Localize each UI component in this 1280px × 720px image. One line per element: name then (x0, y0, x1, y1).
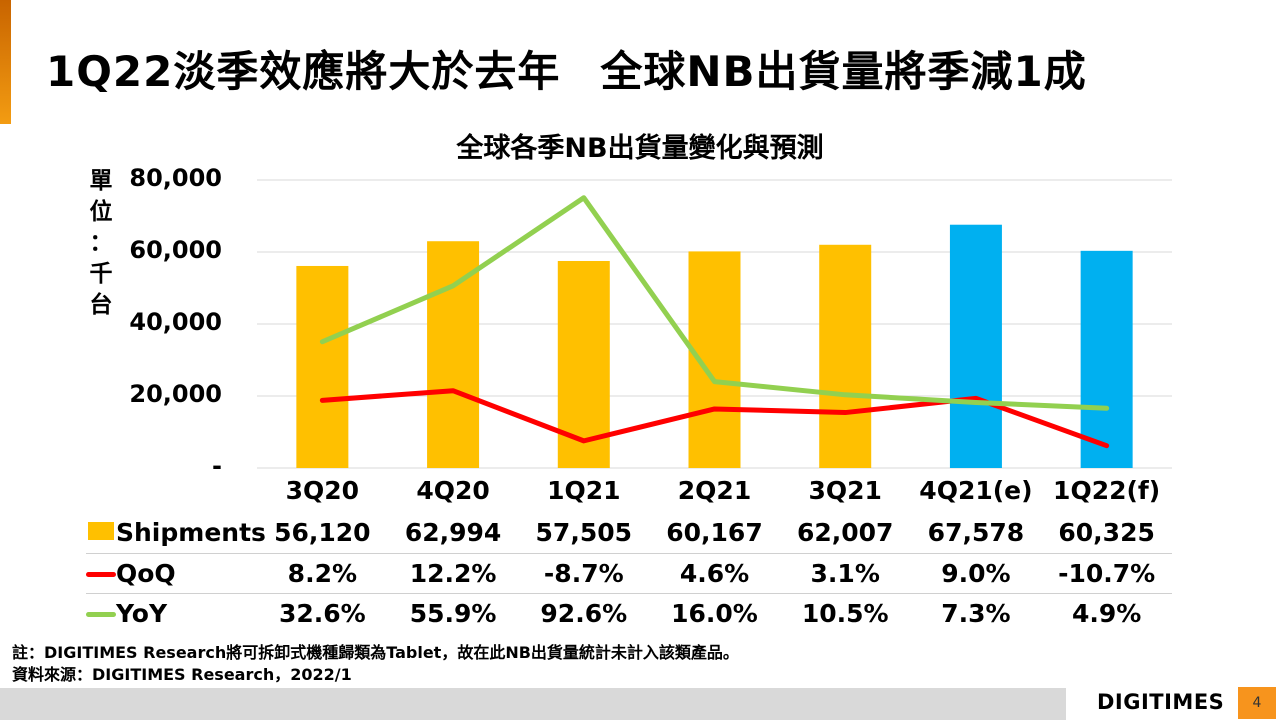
qoq-cell: 12.2% (409, 559, 497, 588)
qoq-cell: 9.0% (941, 559, 1011, 588)
qoq-legend-swatch (86, 572, 116, 577)
unit-char: 單 (89, 168, 113, 194)
shipments-legend-swatch (88, 522, 114, 540)
qoq-cell: -10.7% (1058, 559, 1156, 588)
x-category-label: 3Q21 (808, 476, 882, 505)
row-label-yoy: YoY (116, 599, 168, 628)
qoq-cell: 4.6% (679, 559, 750, 588)
percent-lines (319, 195, 1110, 449)
bar-1Q22(f) (1080, 250, 1133, 468)
bar-3Q21 (819, 244, 872, 468)
page-number: 4 (1238, 687, 1276, 719)
footnote: 註：DIGITIMES Research將可拆卸式機種歸類為Tablet，故在此… (12, 643, 739, 662)
yoy-cell: 4.9% (1071, 599, 1142, 628)
yoy-cell: 55.9% (409, 599, 497, 628)
y-tick-label: 80,000 (129, 164, 222, 192)
bar-3Q20 (296, 265, 349, 468)
unit-char: ： (89, 230, 113, 256)
yoy-legend-swatch (86, 612, 116, 617)
unit-char: 台 (89, 292, 113, 318)
y-axis-unit-label: 單 位 ： 千 台 (86, 166, 116, 321)
x-category-label: 2Q21 (677, 476, 752, 505)
shipments-cell: 60,325 (1058, 518, 1155, 547)
slide-title-part1: 1Q22淡季效應將大於去年 (46, 47, 561, 96)
table-row-qoq: QoQ 8.2% 12.2% -8.7% 4.6% 3.1% 9.0% -10.7% (0, 554, 1280, 594)
table-row-shipments: Shipments 56,120 62,994 57,505 60,167 62,007… (0, 513, 1280, 553)
bar-4Q20 (427, 241, 480, 468)
y-tick-label: - (212, 452, 222, 480)
yoy-cell: 7.3% (941, 599, 1011, 628)
qoq-cell: 3.1% (810, 559, 880, 588)
slide-title: 1Q22淡季效應將大於去年 全球NB出貨量將季減1成 (46, 38, 1266, 99)
table-row-yoy: YoY 32.6% 55.9% 92.6% 16.0% 10.5% 7.3% 4.9% (0, 594, 1280, 634)
table-divider (86, 553, 1172, 554)
y-tick-label: 20,000 (129, 380, 222, 408)
shipments-cell: 62,994 (404, 518, 502, 547)
accent-bar (0, 0, 11, 124)
x-category-label: 1Q21 (547, 476, 621, 505)
yoy-cell: 10.5% (801, 599, 889, 628)
shipments-bars (296, 224, 1133, 468)
shipments-cell: 67,578 (927, 518, 1025, 547)
qoq-cell: -8.7% (543, 559, 624, 588)
y-tick-label: 40,000 (129, 308, 222, 336)
source-note: 資料來源：DIGITIMES Research，2022/1 (12, 665, 352, 684)
x-category-label: 4Q20 (416, 476, 490, 505)
unit-char: 千 (89, 261, 113, 287)
digitimes-logo: DIGITIMES (1097, 690, 1225, 714)
shipments-cell: 56,120 (274, 518, 371, 547)
chart-title: 全球各季NB出貨量變化與預測 (456, 133, 824, 164)
shipments-cell: 57,505 (535, 518, 633, 547)
bar-4Q21(e) (949, 224, 1002, 468)
y-tick-label: 60,000 (129, 236, 222, 264)
shipments-cell: 60,167 (666, 518, 763, 547)
table-divider (86, 593, 1172, 594)
unit-char: 位 (89, 199, 113, 225)
x-category-label: 4Q21(e) (919, 476, 1033, 505)
yoy-cell: 32.6% (278, 599, 366, 628)
slide-title-part2: 全球NB出貨量將季減1成 (600, 47, 1087, 96)
qoq-cell: 8.2% (287, 559, 358, 588)
row-label-shipments: Shipments (116, 518, 266, 547)
yoy-cell: 16.0% (671, 599, 758, 628)
yoy-cell: 92.6% (540, 599, 628, 628)
x-category-label: 1Q22(f) (1053, 476, 1161, 505)
shipments-cell: 62,007 (796, 518, 894, 547)
footer-bar (0, 688, 1066, 720)
row-label-qoq: QoQ (116, 559, 176, 588)
x-category-label: 3Q20 (285, 476, 360, 505)
